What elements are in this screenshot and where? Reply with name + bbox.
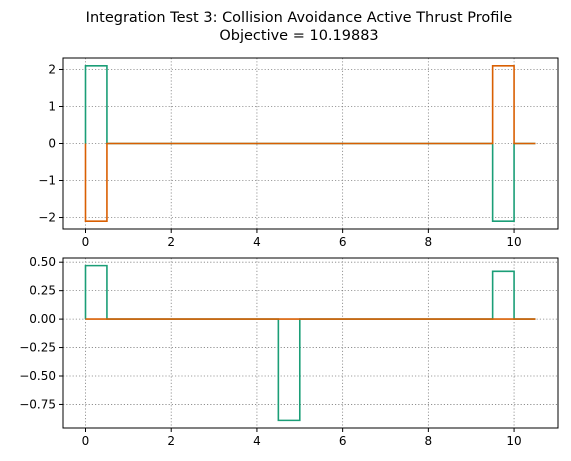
- y-tick-label: 0.00: [29, 312, 56, 326]
- y-tick-label: −2: [38, 211, 56, 225]
- x-tick-label: 2: [167, 235, 175, 249]
- y-tick-label: −0.25: [19, 341, 56, 355]
- x-tick-label: 0: [82, 235, 90, 249]
- y-tick-label: −0.75: [19, 397, 56, 411]
- y-tick-label: 2: [48, 62, 56, 76]
- x-tick-label: 8: [425, 434, 433, 448]
- x-tick-label: 10: [506, 434, 521, 448]
- bottom-subplot: 0 2 4 6 8 10 0.50 0.25 0.00 −0.25 −0.50 −0.75: [19, 255, 559, 448]
- y-tick-label: 1: [48, 99, 56, 113]
- y-tick-label: −0.50: [19, 369, 56, 383]
- series-line-1: [84, 264, 536, 422]
- figure-title-line1: Integration Test 3: Collision Avoidance …: [86, 10, 513, 26]
- axes-frame: [62, 257, 559, 429]
- x-tick-label: 2: [167, 434, 175, 448]
- x-tick-label: 4: [253, 235, 261, 249]
- x-tick-label: 6: [339, 235, 347, 249]
- x-tick-label: 6: [339, 434, 347, 448]
- figure-title-line2: Objective = 10.19883: [219, 28, 378, 44]
- y-tick-label: −1: [38, 174, 56, 188]
- y-tick-label: 0.50: [29, 255, 56, 269]
- x-tick-label: 4: [253, 434, 261, 448]
- y-tick-label: 0.25: [29, 284, 56, 298]
- x-tick-label: 0: [82, 434, 90, 448]
- x-tick-label: 8: [425, 235, 433, 249]
- y-tick-label: 0: [48, 137, 56, 151]
- series-line-2: [84, 64, 536, 223]
- x-tick-label: 10: [506, 235, 521, 249]
